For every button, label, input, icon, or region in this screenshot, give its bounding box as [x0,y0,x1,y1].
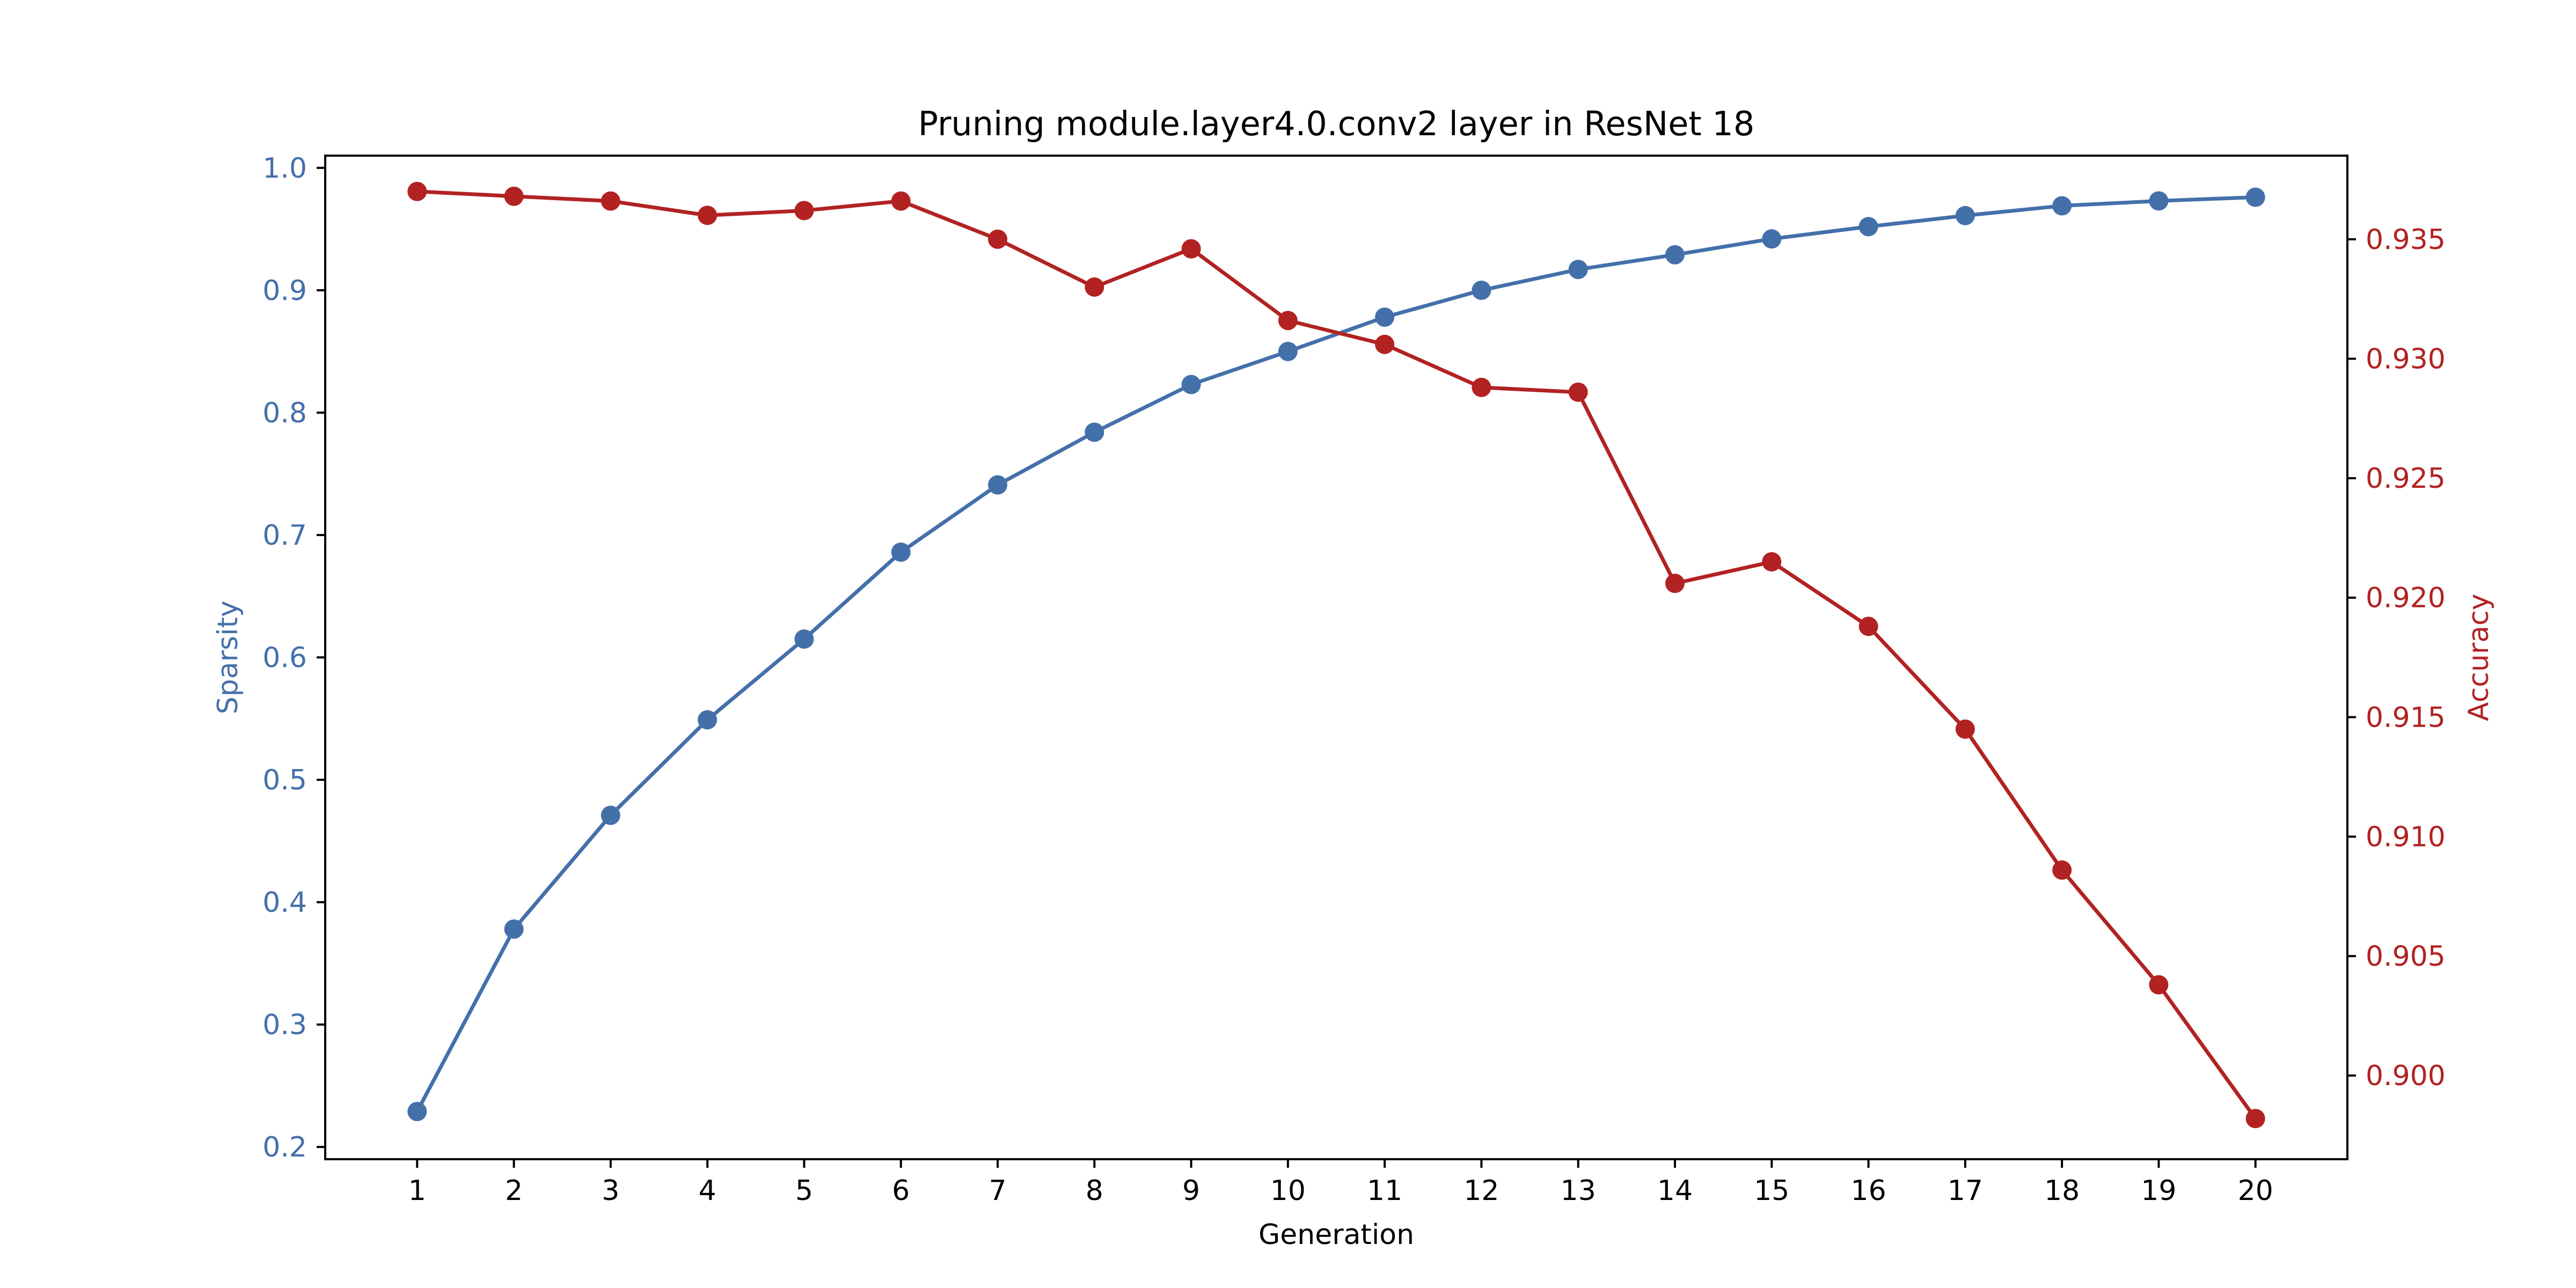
accuracy-point-10 [1278,311,1298,331]
series-layer [407,181,2265,1129]
sparsity-point-9 [1181,375,1201,394]
sparsity-point-19 [2149,191,2169,211]
accuracy-point-2 [504,186,524,206]
accuracy-point-13 [1568,382,1588,402]
right-y-tick-label: 0.905 [2366,941,2446,973]
right-y-tick-label: 0.925 [2366,463,2446,495]
left-y-tick-label: 0.8 [262,397,307,429]
accuracy-point-15 [1762,552,1782,572]
accuracy-point-14 [1665,574,1685,593]
sparsity-point-17 [1955,206,1975,225]
x-tick-label: 15 [1754,1175,1789,1207]
accuracy-point-11 [1375,334,1395,354]
x-tick-label: 19 [2141,1175,2176,1207]
sparsity-point-4 [698,710,718,730]
left-y-tick-label: 0.5 [262,764,307,796]
sparsity-point-8 [1085,422,1104,442]
chart-title: Pruning module.layer4.0.conv2 layer in R… [918,104,1755,143]
sparsity-point-1 [407,1102,427,1122]
left-y-tick-label: 0.9 [262,275,307,307]
x-tick-label: 14 [1657,1175,1693,1207]
x-tick-label: 1 [408,1175,426,1207]
sparsity-point-3 [601,806,620,825]
accuracy-series-line [417,189,2257,1120]
series-accuracy [407,181,2265,1129]
x-tick-label: 8 [1086,1175,1103,1207]
x-tick-label: 3 [602,1175,619,1207]
accuracy-point-4 [698,206,718,225]
sparsity-point-13 [1568,260,1588,280]
sparsity-point-7 [988,475,1007,495]
x-axis-title: Generation [1258,1219,1414,1251]
x-tick-label: 11 [1367,1175,1402,1207]
right-y-axis-ticks: 0.900 0.905 0.910 0.915 0.920 0.925 0.930 0.935 [2347,224,2446,1092]
accuracy-point-6 [891,191,911,211]
x-tick-label: 18 [2044,1175,2080,1207]
left-y-axis-title: Sparsity [212,601,244,714]
accuracy-point-5 [794,201,814,221]
x-tick-label: 5 [795,1175,813,1207]
accuracy-point-18 [2052,860,2072,880]
x-tick-label: 9 [1182,1175,1200,1207]
x-tick-label: 12 [1463,1175,1499,1207]
x-tick-label: 6 [892,1175,910,1207]
series-sparsity [407,187,2265,1122]
sparsity-point-14 [1665,245,1685,265]
right-y-tick-label: 0.910 [2366,821,2446,853]
accuracy-point-7 [988,229,1007,249]
right-y-axis-title: Accuracy [2463,594,2495,721]
right-y-tick-label: 0.915 [2366,701,2446,734]
x-tick-label: 20 [2238,1175,2273,1207]
x-tick-label: 2 [505,1175,523,1207]
left-y-tick-label: 1.0 [262,152,307,185]
accuracy-point-3 [601,191,620,211]
sparsity-point-5 [794,629,814,649]
sparsity-point-15 [1762,229,1782,249]
right-y-tick-label: 0.920 [2366,582,2446,614]
plot-frame [324,155,2348,1160]
x-tick-label: 16 [1850,1175,1886,1207]
left-y-tick-label: 0.7 [262,519,307,552]
sparsity-point-2 [504,919,524,939]
sparsity-point-12 [1472,280,1491,300]
accuracy-point-17 [1955,719,1975,739]
sparsity-point-18 [2052,196,2072,216]
sparsity-point-16 [1858,217,1878,237]
left-y-tick-label: 0.3 [262,1009,307,1041]
sparsity-point-6 [891,542,911,562]
left-y-axis-ticks: 0.2 0.3 0.4 0.5 0.6 0.7 0.8 0.9 1.0 [262,152,325,1163]
accuracy-point-19 [2149,975,2169,994]
x-tick-label: 7 [989,1175,1006,1207]
accuracy-point-20 [2245,1109,2265,1129]
left-y-tick-label: 0.6 [262,642,307,674]
sparsity-point-10 [1278,341,1298,361]
accuracy-point-1 [407,181,427,201]
x-axis-ticks: 1 2 3 4 5 6 7 8 9 10 11 12 13 14 15 16 17 18 19 20 [408,1159,2273,1207]
sparsity-point-20 [2245,187,2265,207]
x-tick-label: 13 [1561,1175,1596,1207]
x-tick-label: 17 [1948,1175,1983,1207]
right-y-tick-label: 0.900 [2366,1060,2446,1092]
accuracy-point-12 [1472,377,1491,397]
right-y-tick-label: 0.930 [2366,343,2446,375]
sparsity-point-11 [1375,308,1395,327]
accuracy-point-8 [1085,277,1104,297]
left-y-tick-label: 0.4 [262,887,307,919]
x-tick-label: 10 [1270,1175,1306,1207]
accuracy-point-9 [1181,239,1201,259]
x-tick-label: 4 [699,1175,716,1207]
right-y-tick-label: 0.935 [2366,224,2446,256]
accuracy-point-16 [1858,617,1878,636]
left-y-tick-label: 0.2 [262,1131,307,1163]
